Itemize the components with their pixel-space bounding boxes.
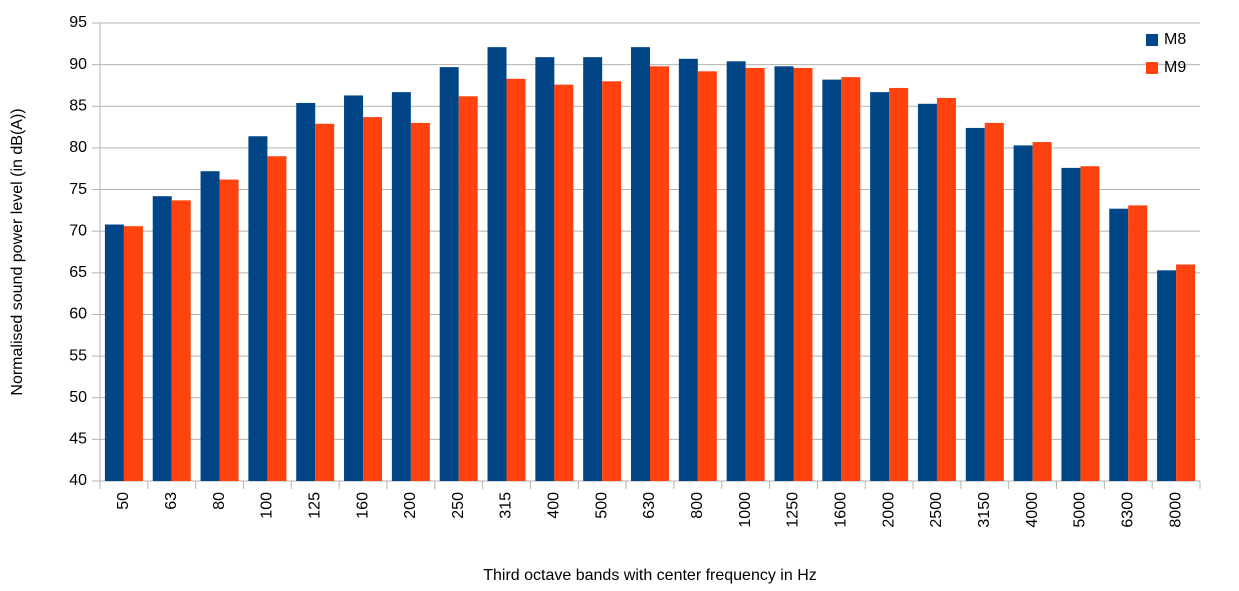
x-tick-label: 200	[402, 492, 419, 519]
bar	[1032, 142, 1052, 481]
bar	[248, 136, 268, 481]
bar	[200, 171, 220, 481]
bar	[315, 123, 335, 481]
y-tick-label: 60	[69, 306, 87, 323]
bar	[678, 58, 698, 481]
x-tick-label: 6300	[1119, 492, 1136, 528]
bar	[889, 87, 909, 481]
bar	[697, 71, 717, 481]
x-tick-label: 315	[498, 492, 515, 519]
bar	[296, 102, 316, 481]
y-tick-label: 75	[69, 181, 87, 198]
y-tick-label: 90	[69, 56, 87, 73]
x-tick-label: 500	[593, 492, 610, 519]
bar	[391, 92, 411, 481]
y-tick-label: 50	[69, 389, 87, 406]
bar	[650, 66, 669, 481]
legend-label: M8	[1164, 31, 1186, 48]
bar	[1176, 264, 1196, 481]
bar	[841, 77, 861, 482]
bar	[219, 179, 239, 481]
x-tick-label: 80	[211, 492, 228, 510]
bar	[793, 67, 813, 481]
legend-label: M9	[1164, 59, 1186, 76]
x-tick-label: 400	[546, 492, 563, 519]
x-tick-label: 63	[163, 492, 180, 510]
x-tick-label: 1250	[785, 492, 802, 528]
bar	[745, 67, 765, 481]
bar	[774, 66, 794, 481]
y-axis-title: Normalised sound power level (in dB(A))	[9, 108, 26, 395]
bar	[870, 92, 890, 481]
x-tick-label: 630	[641, 492, 658, 519]
x-tick-label: 800	[689, 492, 706, 519]
bar	[822, 79, 842, 481]
bar	[1080, 166, 1100, 481]
bar	[554, 84, 574, 481]
bar	[1061, 167, 1081, 482]
bar	[267, 156, 287, 481]
bar	[506, 78, 526, 481]
bar	[152, 196, 172, 481]
bar	[439, 67, 459, 481]
bar	[487, 47, 507, 482]
x-tick-label: 250	[450, 492, 467, 519]
y-tick-label: 40	[69, 472, 87, 489]
y-tick-label: 95	[69, 14, 87, 31]
bar	[171, 200, 191, 481]
bar	[458, 96, 478, 481]
x-tick-label: 3150	[976, 492, 993, 528]
bar	[631, 47, 650, 482]
x-tick-label: 100	[259, 492, 276, 519]
x-tick-label: 1000	[737, 492, 754, 528]
y-tick-label: 85	[69, 97, 87, 114]
y-tick-label: 65	[69, 264, 87, 281]
y-tick-label: 55	[69, 347, 87, 364]
bar	[410, 122, 430, 481]
bar	[123, 226, 143, 481]
x-tick-label: 2500	[928, 492, 945, 528]
bar	[917, 103, 937, 482]
bar	[344, 95, 364, 482]
bar	[583, 57, 603, 482]
y-tick-label: 70	[69, 222, 87, 239]
bar	[1157, 270, 1177, 481]
y-tick-label: 80	[69, 139, 87, 156]
bar	[965, 127, 985, 481]
x-tick-label: 160	[354, 492, 371, 519]
x-tick-label: 5000	[1072, 492, 1089, 528]
bar	[1109, 208, 1129, 481]
x-tick-label: 8000	[1167, 492, 1184, 528]
x-axis-title: Third octave bands with center frequency…	[483, 567, 817, 584]
bar	[1128, 205, 1148, 481]
x-tick-label: 125	[306, 492, 323, 519]
bar	[363, 117, 383, 482]
bar	[984, 122, 1004, 481]
legend-swatch	[1146, 34, 1158, 46]
y-tick-label: 45	[69, 431, 87, 448]
x-tick-label: 50	[115, 492, 132, 510]
x-tick-label: 2000	[880, 492, 897, 528]
bar	[602, 81, 622, 482]
x-tick-label: 4000	[1024, 492, 1041, 528]
bar	[1013, 145, 1033, 482]
bar	[104, 224, 124, 481]
x-tick-label: 1600	[833, 492, 850, 528]
bar	[936, 97, 956, 481]
bar	[726, 61, 746, 482]
bar	[535, 57, 555, 482]
legend-swatch	[1146, 62, 1158, 74]
